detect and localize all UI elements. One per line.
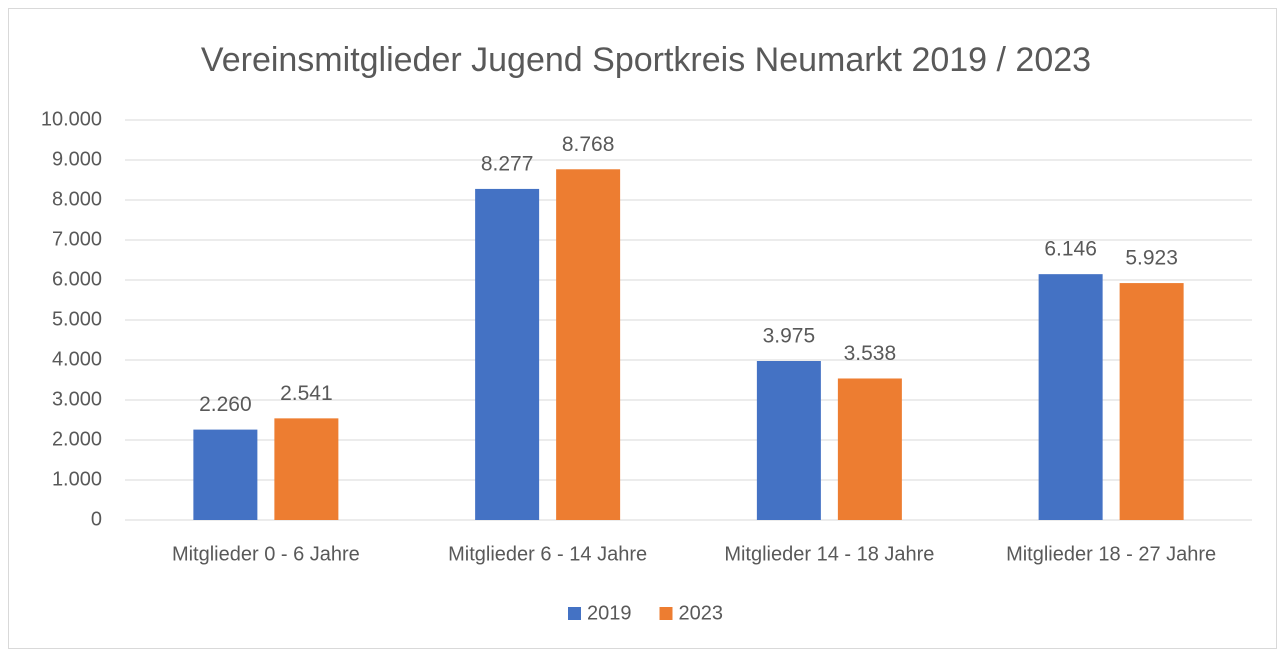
chart-title: Vereinsmitglieder Jugend Sportkreis Neum… — [201, 41, 1091, 79]
x-tick-label: Mitglieder 18 - 27 Jahre — [1006, 543, 1216, 565]
bar — [475, 188, 540, 521]
legend-swatch — [568, 607, 581, 620]
x-tick-label: Mitglieder 14 - 18 Jahre — [724, 543, 934, 565]
legend-label: 2019 — [587, 602, 632, 624]
bar — [274, 418, 339, 520]
y-tick-label: 4.000 — [52, 348, 102, 370]
bar — [1119, 283, 1184, 520]
value-label: 6.146 — [1044, 238, 1097, 261]
value-label: 3.975 — [763, 325, 816, 348]
y-tick-label: 5.000 — [52, 308, 102, 330]
bar — [837, 378, 902, 520]
value-label: 2.260 — [199, 393, 252, 416]
legend-label: 2023 — [679, 602, 724, 624]
value-label: 8.768 — [562, 133, 615, 156]
y-tick-label: 9.000 — [52, 148, 102, 170]
bar — [756, 361, 821, 520]
y-tick-label: 8.000 — [52, 188, 102, 210]
y-tick-label: 6.000 — [52, 268, 102, 290]
y-tick-label: 2.000 — [52, 428, 102, 450]
y-tick-label: 7.000 — [52, 228, 102, 250]
value-label: 2.541 — [280, 382, 333, 405]
x-tick-label: Mitglieder 6 - 14 Jahre — [448, 543, 647, 565]
value-label: 3.538 — [844, 342, 897, 365]
value-label: 5.923 — [1125, 247, 1178, 270]
y-tick-label: 10.000 — [41, 108, 102, 130]
y-tick-label: 0 — [91, 508, 102, 530]
x-tick-label: Mitglieder 0 - 6 Jahre — [172, 543, 360, 565]
bar — [193, 429, 258, 520]
legend-swatch — [659, 607, 673, 620]
value-label: 8.277 — [481, 152, 534, 175]
bar — [1038, 274, 1103, 520]
y-tick-label: 1.000 — [52, 468, 102, 490]
y-tick-label: 3.000 — [52, 388, 102, 410]
bar — [556, 169, 621, 520]
